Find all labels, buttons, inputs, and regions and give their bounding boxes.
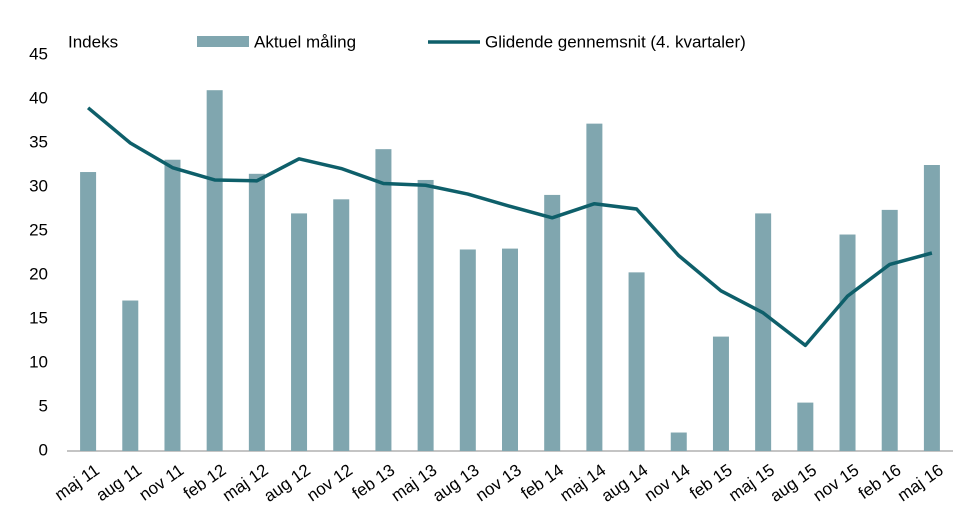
bar xyxy=(459,249,476,451)
bar xyxy=(417,179,434,451)
bar xyxy=(291,213,308,451)
y-tick-label: 30 xyxy=(29,176,48,195)
bar xyxy=(628,272,645,451)
x-tick-label: feb 13 xyxy=(349,460,399,503)
y-tick-label: 40 xyxy=(29,88,48,107)
x-tick-label: nov 15 xyxy=(810,460,863,505)
line xyxy=(86,106,933,348)
bar xyxy=(586,123,603,451)
bar xyxy=(80,172,97,452)
x-tick-label: maj 14 xyxy=(557,460,610,505)
x-tick-label: aug 12 xyxy=(260,460,313,505)
x-tick-label: maj 16 xyxy=(894,460,947,505)
x-tick-label: maj 13 xyxy=(388,460,441,505)
bar xyxy=(333,199,350,451)
bar xyxy=(797,402,814,451)
x-tick-label: aug 15 xyxy=(767,460,820,505)
bar xyxy=(839,234,856,451)
y-axis-label: Indeks xyxy=(68,32,118,51)
x-tick-label: nov 11 xyxy=(136,460,188,504)
y-tick-label: 15 xyxy=(29,308,48,327)
y-tick-label: 10 xyxy=(29,352,48,371)
y-tick-label: 20 xyxy=(29,264,48,283)
x-tick-label: feb 12 xyxy=(180,460,230,503)
bar xyxy=(248,173,265,452)
legend-label: Aktuel måling xyxy=(254,32,356,51)
x-tick-label: nov 13 xyxy=(472,460,525,505)
bar xyxy=(375,149,392,451)
bar xyxy=(164,159,181,451)
bar xyxy=(206,90,223,451)
y-tick-label: 45 xyxy=(29,44,48,63)
x-tick-label: nov 14 xyxy=(641,460,694,505)
x-tick-label: maj 15 xyxy=(725,460,778,505)
x-tick-label: maj 12 xyxy=(219,460,272,505)
x-tick-label: feb 16 xyxy=(855,460,905,503)
x-tick-label: aug 14 xyxy=(598,460,651,505)
bar xyxy=(923,165,940,451)
y-tick-label: 35 xyxy=(29,132,48,151)
x-tick-label: feb 15 xyxy=(686,460,736,503)
y-tick-label: 0 xyxy=(39,440,48,459)
x-tick-label: maj 11 xyxy=(51,460,103,504)
legend-swatch xyxy=(197,36,249,47)
x-tick-label: feb 14 xyxy=(517,460,567,503)
x-tick-label: aug 11 xyxy=(93,460,145,505)
bar xyxy=(712,336,729,451)
bar xyxy=(502,248,518,451)
x-tick-label: nov 12 xyxy=(303,460,356,505)
y-tick-label: 5 xyxy=(39,396,48,415)
y-tick-label: 25 xyxy=(29,220,48,239)
legend-label: Glidende gennemsnit (4. kvartaler) xyxy=(485,32,746,51)
bar xyxy=(670,432,687,451)
bar xyxy=(122,300,139,451)
bar xyxy=(755,213,772,451)
x-tick-label: aug 13 xyxy=(429,460,482,505)
bar xyxy=(881,209,898,451)
bar xyxy=(544,194,561,452)
